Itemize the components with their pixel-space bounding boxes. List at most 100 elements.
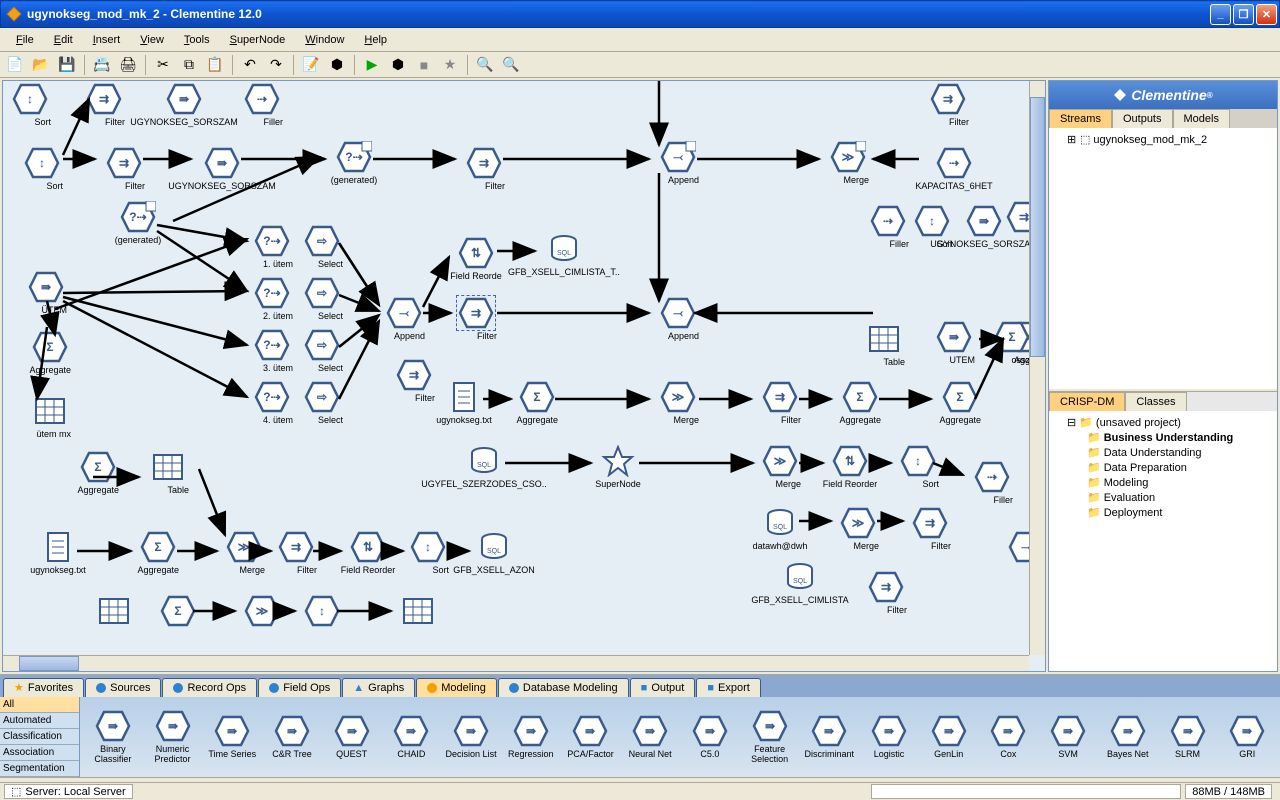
node-4-tem[interactable]: ?⇢4. ütem	[251, 381, 293, 426]
run-sel-button[interactable]: ⬢	[387, 54, 409, 76]
node-table[interactable]	[397, 595, 439, 639]
node-merge[interactable]: ≫Merge	[657, 381, 699, 426]
palette-node-quest[interactable]: ⇛QUEST	[323, 715, 381, 759]
paste-button[interactable]: 📋	[204, 54, 226, 76]
palette-tab-graphs[interactable]: ▲Graphs	[342, 678, 415, 697]
palette-node-regression[interactable]: ⇛Regression	[502, 715, 560, 759]
node-ugynokseg-sorszam[interactable]: ⇛UGYNOKSEG_SORSZAM	[163, 83, 205, 128]
crisp-business-understanding[interactable]: Business Understanding	[1053, 430, 1273, 445]
manager-tab-outputs[interactable]: Outputs	[1112, 109, 1173, 128]
node-ugynokseg-txt[interactable]: ugynokseg.txt	[37, 531, 79, 576]
node-merge[interactable]: ≫	[241, 595, 283, 639]
palette-node-genlin[interactable]: ⇛GenLin	[920, 715, 978, 759]
palette-node-binary-classifier[interactable]: ⇛Binary Classifier	[84, 710, 142, 764]
node-aggr[interactable]: ΣAggr	[991, 321, 1033, 366]
node-select[interactable]: ⇨Select	[301, 381, 343, 426]
menu-supernode[interactable]: SuperNode	[220, 31, 296, 49]
node-3-tem[interactable]: ?⇢3. ütem	[251, 329, 293, 374]
palette-node-gri[interactable]: ⇛GRI	[1218, 715, 1276, 759]
node-append[interactable]: ⤙Append	[657, 297, 699, 342]
node-filter[interactable]: ⇉Filter	[275, 531, 317, 576]
close-button[interactable]: ✕	[1256, 4, 1277, 25]
stream-item[interactable]: ⊞ ⬚ ugynokseg_mod_mk_2	[1053, 132, 1273, 147]
palette-node-numeric-predictor[interactable]: ⇛Numeric Predictor	[144, 710, 202, 764]
node-gfb-xsell-cimlista[interactable]: SQLGFB_XSELL_CIMLISTA	[779, 561, 821, 606]
stop-button[interactable]: ■	[413, 54, 435, 76]
copy-button[interactable]: ⧉	[178, 54, 200, 76]
crisp-modeling[interactable]: Modeling	[1053, 475, 1273, 490]
node-sort[interactable]: ↕Sort	[9, 83, 51, 128]
node-table[interactable]: Table	[147, 451, 189, 496]
node-aggregate[interactable]: ΣAggregate	[516, 381, 558, 426]
node-utem[interactable]: ⇛UTEM	[933, 321, 975, 366]
palette-tab-favorites[interactable]: ★Favorites	[3, 678, 84, 697]
palette-tab-record-ops[interactable]: Record Ops	[162, 678, 257, 697]
print-preview-button[interactable]: 🖨	[117, 54, 139, 76]
palette-node-slrm[interactable]: ⇛SLRM	[1159, 715, 1217, 759]
palette-cat-classification[interactable]: Classification	[0, 729, 79, 745]
palette-node-neural-net[interactable]: ⇛Neural Net	[621, 715, 679, 759]
palette-cat-all[interactable]: All	[0, 697, 79, 713]
node-table[interactable]: Table	[863, 323, 905, 368]
run-button[interactable]: ▶	[361, 54, 383, 76]
crisp-root[interactable]: ⊟(unsaved project)	[1053, 415, 1273, 430]
node-supernode[interactable]: SuperNode	[597, 445, 639, 490]
palette-cat-segmentation[interactable]: Segmentation	[0, 761, 79, 777]
palette-node-decision-list[interactable]: ⇛Decision List	[442, 715, 500, 759]
node-merge[interactable]: ≫Merge	[223, 531, 265, 576]
supernode-button[interactable]: ★	[439, 54, 461, 76]
node-filter[interactable]: ⇉Filter	[83, 83, 125, 128]
node-sort[interactable]: ↕Sort	[21, 147, 63, 192]
menu-file[interactable]: File	[6, 31, 44, 49]
node-sort[interactable]: ↕Sort	[407, 531, 449, 576]
canvas-v-scrollbar[interactable]	[1029, 81, 1045, 655]
palette-cat-automated[interactable]: Automated	[0, 713, 79, 729]
menu-help[interactable]: Help	[354, 31, 397, 49]
node-filter[interactable]: ⇉Filter	[103, 147, 145, 192]
node-datawh-dwh[interactable]: SQLdatawh@dwh	[759, 507, 801, 552]
palette-node-cox[interactable]: ⇛Cox	[980, 715, 1038, 759]
crisp-data-preparation[interactable]: Data Preparation	[1053, 460, 1273, 475]
node--generated-[interactable]: ?⇢(generated)	[117, 201, 159, 246]
palette-node-bayes-net[interactable]: ⇛Bayes Net	[1099, 715, 1157, 759]
node-filter[interactable]: ⇉Filter	[865, 571, 907, 616]
node-field-reorder[interactable]: ⇅Field Reorder	[829, 445, 871, 490]
palette-tab-export[interactable]: ■Export	[696, 678, 760, 697]
node-1-tem[interactable]: ?⇢1. ütem	[251, 225, 293, 270]
palette-node-svm[interactable]: ⇛SVM	[1039, 715, 1097, 759]
palette-scrollbar[interactable]	[0, 777, 1280, 782]
node-field-reorder[interactable]: ⇅Field Reorder	[347, 531, 389, 576]
print-button[interactable]: 📇	[91, 54, 113, 76]
node-filler[interactable]: ⇢Filler	[241, 83, 283, 128]
project-tab-classes[interactable]: Classes	[1125, 392, 1186, 411]
node-aggregate[interactable]: ΣAggregate	[29, 331, 71, 376]
file-save-button[interactable]: 💾	[56, 54, 78, 76]
palette-node-time-series[interactable]: ⇛Time Series	[203, 715, 261, 759]
node-merge[interactable]: ≫Merge	[837, 507, 879, 552]
node--tem-mx[interactable]: ütem mx	[29, 395, 71, 440]
node-filler[interactable]: ⇢Filler	[867, 205, 909, 250]
node-filter[interactable]: ⇉Filter	[463, 147, 505, 192]
node-append[interactable]: ⤙Append	[657, 141, 699, 186]
palette-tab-sources[interactable]: Sources	[85, 678, 161, 697]
node-table[interactable]	[93, 595, 135, 639]
node-gfb-xsell-azon[interactable]: SQLGFB_XSELL_AZON	[473, 531, 515, 576]
crisp-tree[interactable]: ⊟(unsaved project)Business Understanding…	[1049, 411, 1277, 671]
node-2-tem[interactable]: ?⇢2. ütem	[251, 277, 293, 322]
canvas-h-scrollbar[interactable]	[3, 655, 1029, 671]
sql-button[interactable]: ⬢	[326, 54, 348, 76]
menu-edit[interactable]: Edit	[44, 31, 83, 49]
menu-window[interactable]: Window	[295, 31, 354, 49]
palette-node-feature-selection[interactable]: ⇛Feature Selection	[741, 710, 799, 764]
file-new-button[interactable]: 📄	[4, 54, 26, 76]
node-gfb-xsell-cimlista-t-[interactable]: SQLGFB_XSELL_CIMLISTA_T..	[543, 233, 585, 278]
node-merge[interactable]: ≫Merge	[827, 141, 869, 186]
file-open-button[interactable]: 📂	[30, 54, 52, 76]
node-aggregate[interactable]: ΣAggregate	[839, 381, 881, 426]
streams-tree[interactable]: ⊞ ⬚ ugynokseg_mod_mk_2	[1049, 128, 1277, 388]
manager-tab-streams[interactable]: Streams	[1049, 109, 1112, 128]
node-ugynokseg-sorszam[interactable]: ⇛UGYNOKSEG_SORSZAM	[963, 205, 1005, 250]
node-sort[interactable]: ↕Sort	[897, 445, 939, 490]
node-ugynokseg-sorszam[interactable]: ⇛UGYNOKSEG_SORSZAM	[201, 147, 243, 192]
node-sort[interactable]: ↕	[301, 595, 343, 639]
